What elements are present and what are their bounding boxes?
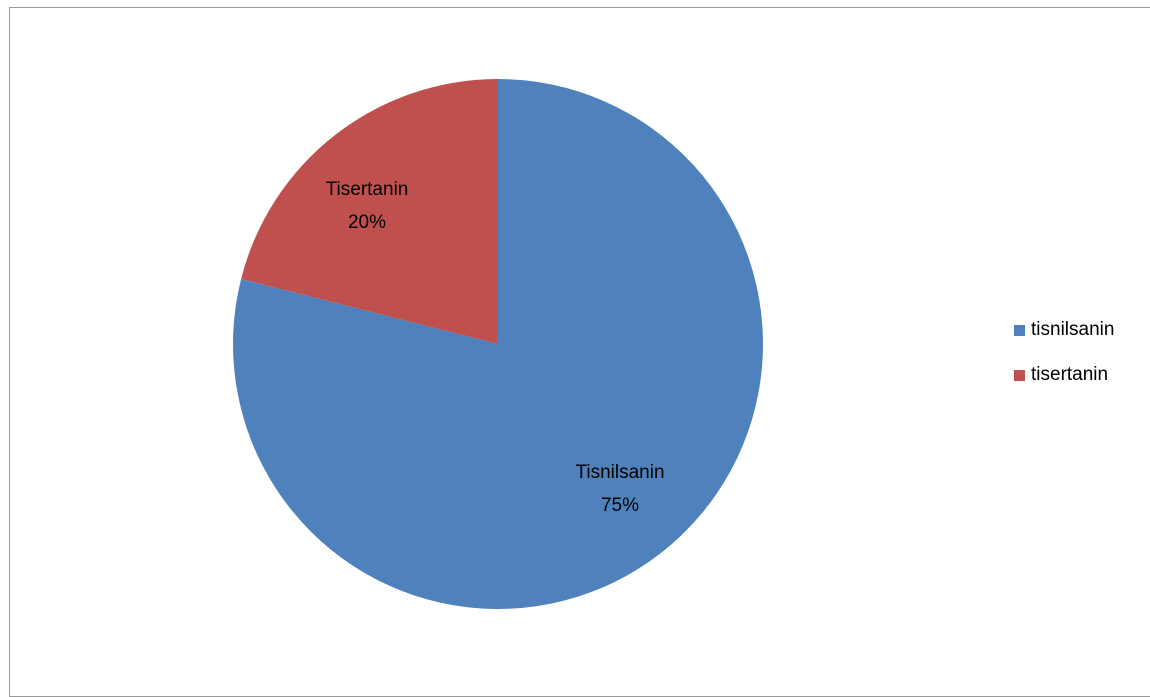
legend-item-tisnilsanin: tisnilsanin — [1014, 319, 1114, 341]
legend-label-tisertanin: tisertanin — [1031, 364, 1109, 385]
slice-label-name-tisertanin: Tisertanin — [326, 179, 409, 200]
pie-slice-tisnilsanin — [233, 79, 763, 610]
pie-chart: Tisnilsanin 75% Tisertanin 20% — [233, 79, 763, 610]
chart-area: Tisnilsanin 75% Tisertanin 20% tisnilsanin … — [9, 7, 1150, 697]
slice-label-name-tisnilsanin: Tisnilsanin — [575, 462, 664, 483]
legend-item-tisertanin: tisertanin — [1014, 364, 1114, 386]
slice-label-percent-tisertanin: 20% — [348, 212, 386, 233]
pie-slice-tisertanin — [241, 79, 498, 344]
legend-label-tisnilsanin: tisnilsanin — [1031, 319, 1115, 340]
legend-swatch-tisnilsanin — [1014, 324, 1025, 336]
legend-swatch-tisertanin — [1014, 369, 1025, 381]
legend: tisnilsanin tisertanin — [1014, 319, 1114, 409]
slice-label-percent-tisnilsanin: 75% — [601, 495, 639, 516]
